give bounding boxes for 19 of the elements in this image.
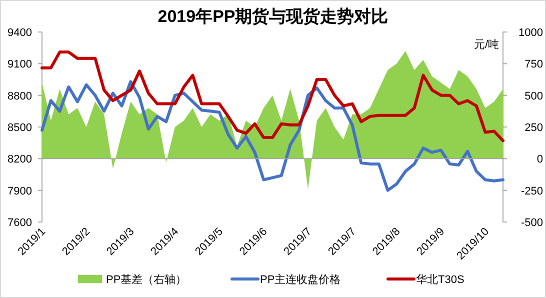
y2-tick-label: 250 [524,122,543,134]
legend-label: PP主连收盘价格 [260,273,341,286]
y-tick-label: 9400 [8,27,32,39]
y-tick-label: 7600 [8,217,32,229]
y2-tick-label: 750 [524,58,543,71]
legend-label: PP基差（右轴） [106,273,187,286]
y2-tick-label: 1000 [518,27,543,39]
y-tick-label: 8200 [8,154,32,166]
y2-tick-label: -250 [520,185,543,198]
chart-title: 2019年PP期货与现货走势对比 [158,7,388,26]
y2-axis-title: 元/吨 [474,38,499,51]
y2-tick-label: 500 [524,90,543,102]
y-tick-label: 9100 [8,58,32,71]
y-tick-label: 8800 [8,90,32,102]
y-tick-label: 8500 [8,122,32,134]
y2-tick-label: 0 [536,154,543,166]
y-tick-label: 7900 [8,185,32,198]
y2-tick-label: -500 [520,217,543,229]
legend-label: 华北T30S [416,273,464,286]
